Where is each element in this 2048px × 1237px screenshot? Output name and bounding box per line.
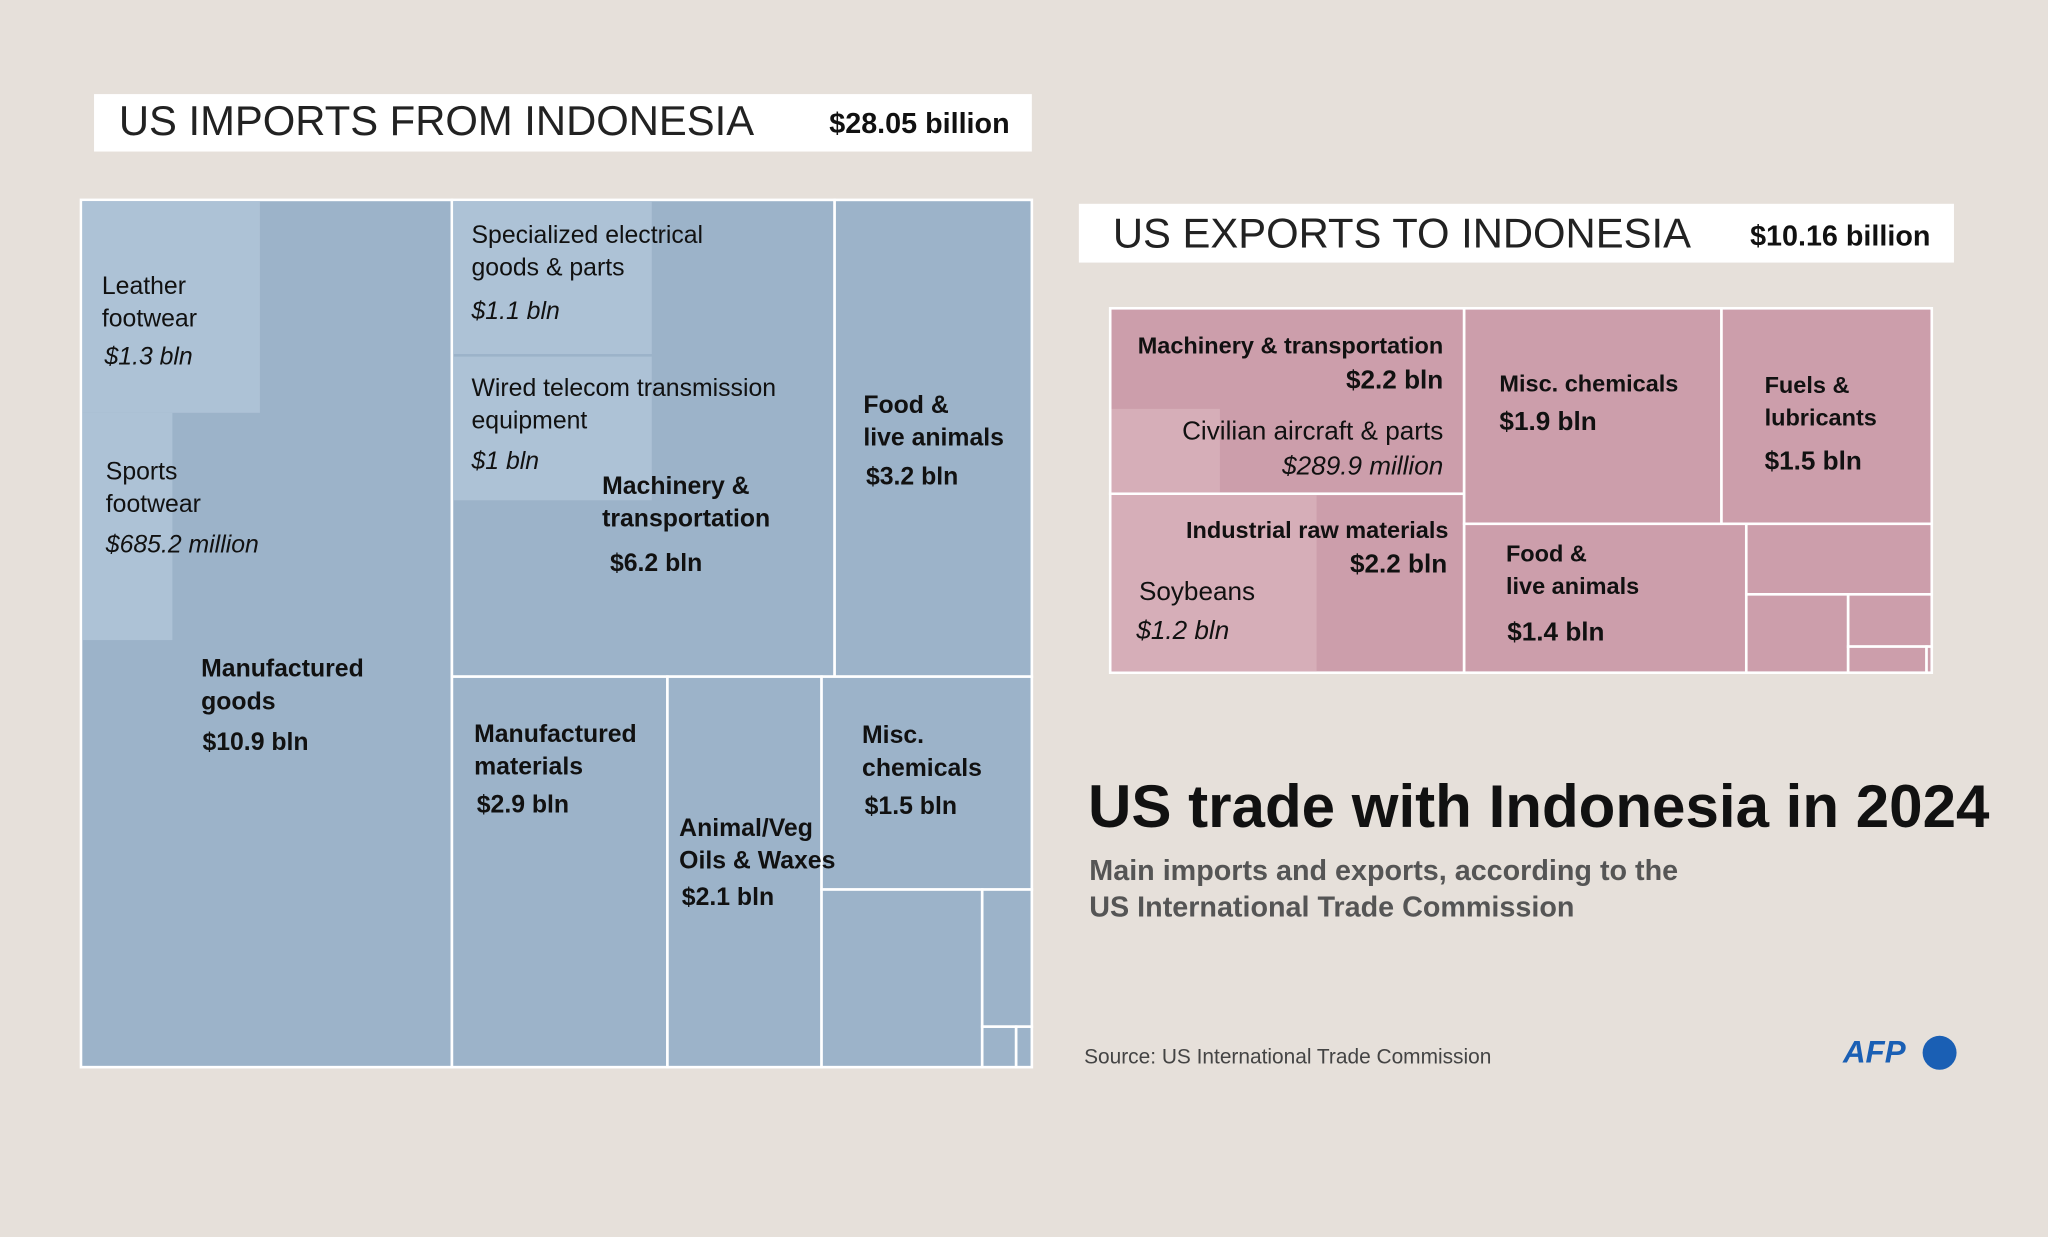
treemap-cell xyxy=(980,1025,1018,1069)
cell-label: lubricants xyxy=(1765,405,1877,431)
cell-value: $3.2 bln xyxy=(866,464,958,491)
cell-value: $1.5 bln xyxy=(1765,445,1862,475)
treemap-cell xyxy=(820,888,984,1069)
cell-value: $2.2 bln xyxy=(1346,364,1443,394)
cell-label: Manufactured xyxy=(474,721,637,748)
cell-label: Civilian aircraft & parts xyxy=(1182,415,1443,445)
cell-value: $1 bln xyxy=(471,448,540,475)
treemap-cell xyxy=(1014,1025,1034,1069)
cell-value: $1.1 bln xyxy=(471,298,560,325)
cell-label: footwear xyxy=(106,491,201,518)
cell-label: Sports xyxy=(106,458,178,485)
treemap-subcell xyxy=(1111,408,1220,493)
source: Source: US International Trade Commissio… xyxy=(1084,1046,1491,1069)
imports-title: US IMPORTS FROM INDONESIA xyxy=(119,97,754,144)
cell-label: Industrial raw materials xyxy=(1186,517,1449,543)
main-title: US trade with Indonesia in 2024 xyxy=(1088,773,1990,840)
cell-label: Food & xyxy=(863,392,948,419)
treemap-cell xyxy=(1846,645,1928,675)
imports-title-box xyxy=(94,94,1032,152)
imports-total: $28.05 billion xyxy=(829,108,1009,140)
treemap-cell xyxy=(1846,593,1934,648)
cell-label: footwear xyxy=(102,306,197,333)
cell-label: chemicals xyxy=(862,755,982,782)
treemap-cell xyxy=(1462,522,1748,675)
cell-value: $1.4 bln xyxy=(1507,616,1604,646)
cell-value: $10.9 bln xyxy=(202,729,308,756)
treemap-subcell xyxy=(82,201,260,413)
cell-label: Wired telecom transmission xyxy=(472,375,777,402)
exports-title-box xyxy=(1078,203,1954,263)
treemap-cell xyxy=(1925,645,1934,675)
treemap-cell xyxy=(450,675,669,1069)
cell-label: materials xyxy=(474,754,583,781)
treemap-cell xyxy=(833,198,1034,678)
cell-value: $2.2 bln xyxy=(1350,549,1447,579)
cell-value: $1.3 bln xyxy=(103,343,192,370)
cell-label: Machinery & transportation xyxy=(1138,333,1444,359)
cell-label: Specialized electrical xyxy=(472,222,704,249)
cell-label: live animals xyxy=(1506,573,1639,599)
cell-label: Manufactured xyxy=(201,656,364,683)
treemap-subcell xyxy=(453,356,652,501)
treemap-subcell xyxy=(453,201,652,355)
cell-label: equipment xyxy=(472,407,588,434)
cell-value: $1.2 bln xyxy=(1135,615,1229,645)
cell-label: goods xyxy=(201,688,275,715)
treemap-cell xyxy=(1744,593,1850,675)
logo: AFP xyxy=(1842,1034,1906,1069)
cell-label: goods & parts xyxy=(472,255,625,282)
cell-label: Machinery & xyxy=(602,473,750,500)
cell-label: Soybeans xyxy=(1139,576,1255,606)
cell-value: $2.9 bln xyxy=(477,791,569,818)
treemap-cell xyxy=(980,888,1034,1028)
cell-label: Animal/Veg xyxy=(679,815,813,842)
treemap-cell xyxy=(1744,522,1934,596)
cell-label: Oils & Waxes xyxy=(679,848,835,875)
cell-label: Misc. xyxy=(862,722,924,749)
treemap-subcell xyxy=(1111,495,1317,672)
cell-value: $289.9 million xyxy=(1281,451,1443,481)
cell-label: transportation xyxy=(602,505,770,532)
treemap-cell xyxy=(1462,306,1723,526)
cell-value: $1.5 bln xyxy=(865,793,957,820)
treemap-cell xyxy=(820,675,1034,891)
exports-total: $10.16 billion xyxy=(1750,220,1930,252)
treemap-cell xyxy=(1720,306,1934,526)
logo-dot xyxy=(1922,1035,1957,1070)
cell-label: Food & xyxy=(1506,540,1587,566)
subtitle: US International Trade Commission xyxy=(1089,892,1574,924)
cell-value: $685.2 million xyxy=(105,532,259,559)
cell-label: Leather xyxy=(102,273,186,300)
cell-label: live animals xyxy=(863,424,1004,451)
cell-value: $2.1 bln xyxy=(682,884,774,911)
exports-title: US EXPORTS TO INDONESIA xyxy=(1113,210,1691,257)
cell-value: $1.9 bln xyxy=(1499,406,1596,436)
subtitle: Main imports and exports, according to t… xyxy=(1089,855,1678,887)
treemap-subcell xyxy=(82,412,173,641)
cell-value: $6.2 bln xyxy=(610,550,702,577)
cell-label: Misc. chemicals xyxy=(1499,371,1678,397)
cell-label: Fuels & xyxy=(1765,372,1850,398)
